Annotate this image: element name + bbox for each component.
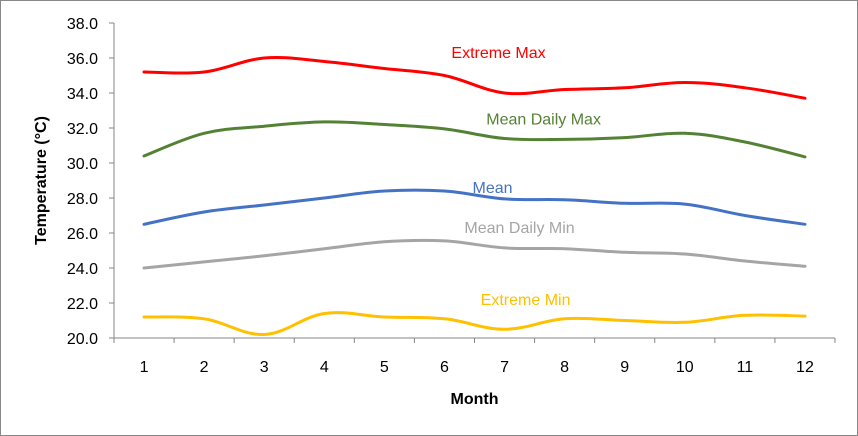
y-tick-label: 36.0 — [67, 51, 98, 68]
x-tick-label: 8 — [560, 359, 569, 376]
y-tick-label: 20.0 — [67, 331, 98, 348]
series-label-mean: Mean — [473, 180, 513, 197]
x-axis-title: Month — [451, 391, 499, 408]
y-tick-label: 24.0 — [67, 261, 98, 278]
x-tick-label: 7 — [500, 359, 509, 376]
x-tick-label: 12 — [796, 359, 814, 376]
series-line-mean-daily-min — [142, 238, 807, 270]
x-tick-label: 9 — [620, 359, 629, 376]
y-tick-label: 30.0 — [67, 156, 98, 173]
y-tick-label: 22.0 — [67, 296, 98, 313]
x-tick-label: 4 — [320, 359, 329, 376]
x-tick-label: 2 — [200, 359, 209, 376]
series-line-extreme-max — [142, 55, 807, 100]
x-tick-label: 3 — [260, 359, 269, 376]
y-tick-label: 34.0 — [67, 86, 98, 103]
x-tick-label: 5 — [380, 359, 389, 376]
series-line-extreme-min — [142, 311, 807, 337]
x-tick-label: 6 — [440, 359, 449, 376]
series-labels: Extreme Max Mean Daily Max Mean Mean Daily … — [451, 45, 601, 309]
series-line-mean — [142, 188, 807, 226]
series-label-extreme-min: Extreme Min — [481, 292, 571, 309]
y-tick-label: 26.0 — [67, 226, 98, 243]
y-tick-label: 32.0 — [67, 121, 98, 138]
axes — [109, 22, 836, 343]
y-axis-title: Temperature (°C) — [33, 116, 50, 245]
y-tick-label: 38.0 — [67, 16, 98, 33]
series-label-mean-daily-min: Mean Daily Min — [464, 220, 574, 237]
series-line-mean-daily-max — [142, 120, 807, 159]
y-tick-labels: 20.0 22.0 24.0 26.0 28.0 30.0 32.0 34.0 36.0 38.0 — [67, 16, 98, 348]
series-lines — [142, 55, 807, 337]
y-tick-label: 28.0 — [67, 191, 98, 208]
x-tick-label: 11 — [737, 359, 754, 376]
series-label-extreme-max: Extreme Max — [451, 45, 545, 62]
series-label-mean-daily-max: Mean Daily Max — [486, 112, 601, 129]
x-tick-labels: 1 2 3 4 5 6 7 8 9 10 11 12 — [140, 359, 814, 376]
x-tick-label: 1 — [140, 359, 149, 376]
x-tick-label: 10 — [676, 359, 694, 376]
